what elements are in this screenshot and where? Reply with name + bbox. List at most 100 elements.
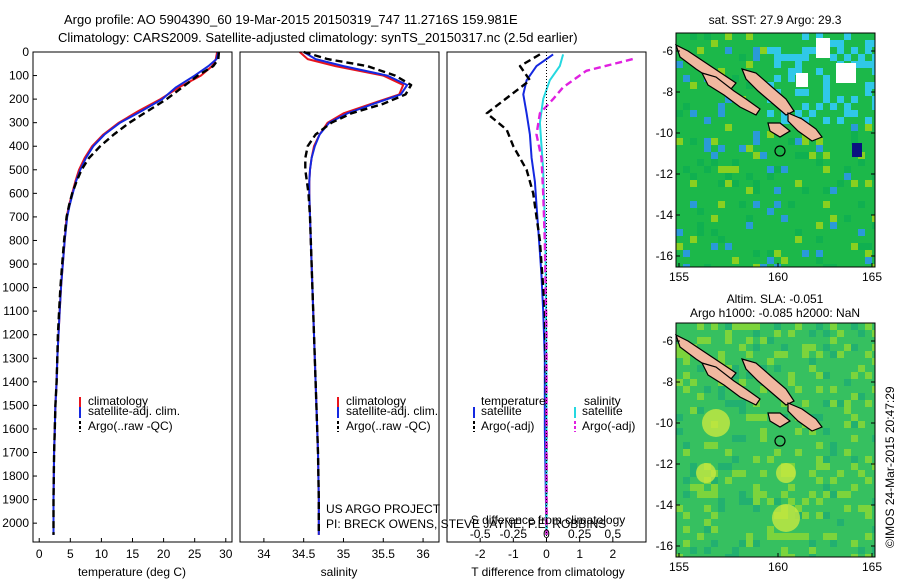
map-y-tick-label: -16: [656, 249, 674, 263]
legend-temperature-header: temperature: [481, 394, 546, 408]
salinity-diff-tick-label: 0: [543, 527, 550, 541]
map-cell: [872, 61, 875, 68]
map-cell: [690, 138, 697, 145]
map-cell: [690, 173, 697, 180]
map-cell: [690, 33, 697, 40]
map-cell: [844, 166, 851, 173]
map-cell: [830, 540, 837, 547]
legend-s-satellite-label: satellite: [582, 404, 623, 418]
map-cell: [830, 442, 837, 449]
island-shape-3-0: [674, 43, 737, 90]
map-cell: [683, 449, 690, 456]
map-cell: [802, 89, 809, 96]
depth-tick-label: 1700: [2, 445, 29, 459]
map-cell: [851, 421, 858, 428]
map-cell: [802, 138, 809, 145]
map-cell: [767, 47, 774, 54]
map-cell: [872, 215, 875, 222]
map-cell: [865, 323, 872, 330]
map-cell: [725, 477, 732, 484]
map-cell: [711, 442, 718, 449]
map-cell: [802, 54, 809, 61]
map-cell: [858, 330, 865, 337]
map-cell: [809, 344, 816, 351]
map-cell: [823, 89, 830, 96]
map-cell: [816, 222, 823, 229]
map-x-tick-label: 165: [862, 560, 882, 574]
map-cell: [858, 470, 865, 477]
map-cell: [732, 456, 739, 463]
map-cell: [767, 110, 774, 117]
x-tick-label: 5: [67, 547, 74, 561]
map-cell: [746, 61, 753, 68]
map-cell: [718, 166, 725, 173]
map-y-tick-label: -12: [656, 457, 674, 471]
depth-ticks: 0 100 200 300 400 500 600 700 800 900 1000 1100 1200…: [2, 45, 37, 530]
map-cell: [739, 491, 746, 498]
pi-credit: PI: BRECK OWENS, STEVE JAYNE, P.E. ROBBI…: [326, 517, 606, 531]
map-cell: [823, 344, 830, 351]
map-cell: [732, 257, 739, 264]
map-cell: [872, 463, 875, 470]
map-cell: [774, 449, 781, 456]
map-cell: [725, 449, 732, 456]
map-cell: [858, 61, 865, 68]
map-cell: [788, 54, 795, 61]
map-cell: [704, 117, 711, 124]
map-cell: [830, 103, 837, 110]
missing-data-patch: [836, 63, 856, 83]
map-cell: [851, 110, 858, 117]
map-cell: [809, 330, 816, 337]
map-cell: [753, 484, 760, 491]
map-cell: [739, 400, 746, 407]
map-cell: [837, 96, 844, 103]
map-cell: [837, 491, 844, 498]
legend-s-argo-label: Argo(-adj): [582, 419, 635, 433]
map-cell: [760, 386, 767, 393]
argo-float-marker: [774, 435, 786, 447]
map-cell: [683, 477, 690, 484]
salinity-diff-tick-label: -0.5: [470, 527, 491, 541]
x-tick-label: 35.5: [372, 547, 396, 561]
map-cell: [746, 173, 753, 180]
map-cell: [718, 68, 725, 75]
map-cell: [781, 215, 788, 222]
map-cell: [753, 250, 760, 257]
map-cell: [837, 117, 844, 124]
depth-tick-label: 1100: [3, 304, 29, 318]
map-cell: [725, 124, 732, 131]
map-cell: [725, 463, 732, 470]
map-cell: [704, 505, 711, 512]
map-y-tick-label: -8: [662, 375, 673, 389]
map-cell: [823, 533, 830, 540]
map-cell: [739, 435, 746, 442]
map-cell: [725, 330, 732, 337]
map-cell: [774, 61, 781, 68]
map-cell: [851, 243, 858, 250]
map-cell: [823, 264, 830, 267]
map-cell: [837, 519, 844, 526]
map-cell: [809, 152, 816, 159]
map-cell: [851, 540, 858, 547]
map-cell: [676, 110, 683, 117]
sst-map-panel: sat. SST: 27.9 Argo: 29.3 155 160 165 -6 -8 -…: [656, 13, 883, 284]
map-cell: [704, 337, 711, 344]
map-cell: [816, 442, 823, 449]
sla-high-blob: [772, 504, 800, 532]
depth-tick-label: 1900: [2, 493, 29, 507]
map-cell: [725, 400, 732, 407]
map-cell: [865, 372, 872, 379]
map-cell: [795, 236, 802, 243]
series-line-0-2: [52, 51, 221, 535]
map-cell: [851, 344, 858, 351]
map-cell: [802, 152, 809, 159]
island-shape-4-2: [740, 358, 795, 406]
map-cell: [746, 414, 753, 421]
map-cell: [858, 159, 865, 166]
map-cell: [858, 54, 865, 61]
map-cell: [697, 229, 704, 236]
map-cell: [683, 386, 690, 393]
map-cell: [865, 61, 872, 68]
map-cell: [683, 442, 690, 449]
map-cell: [774, 533, 781, 540]
